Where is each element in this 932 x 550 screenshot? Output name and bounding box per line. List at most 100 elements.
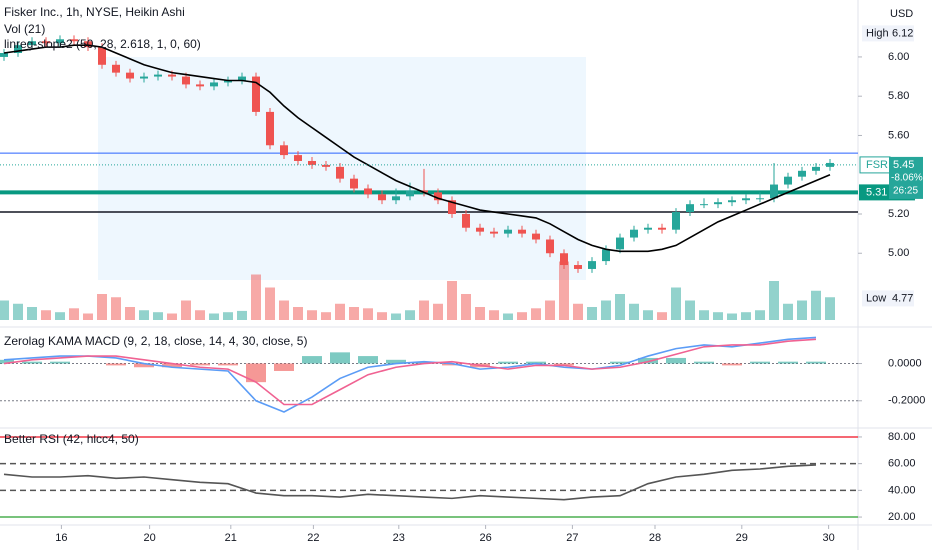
x-tick-label: 22: [307, 532, 319, 544]
candle-body: [602, 249, 610, 262]
candle-body: [280, 145, 288, 156]
pane-title: Zerolag KAMA MACD (9, 2, 18, close, 14, …: [4, 334, 307, 348]
candle-body: [196, 84, 204, 87]
marker-label: High: [866, 27, 889, 39]
histogram-bar: [610, 361, 630, 364]
x-tick-label: 27: [566, 532, 578, 544]
candle-body: [756, 198, 764, 200]
candle-body: [266, 111, 274, 146]
candle-body: [70, 39, 78, 42]
histogram-bar: [358, 356, 378, 364]
candle-body: [322, 164, 330, 167]
histogram-bar: [274, 363, 294, 371]
marker-tag: [862, 290, 914, 307]
candle-body: [630, 229, 638, 238]
volume-bar: [517, 312, 527, 320]
histogram-bar: [638, 357, 658, 364]
volume-bar: [447, 281, 457, 320]
volume-bar: [797, 300, 807, 320]
y-tick-label: -0.2000: [888, 395, 925, 407]
candle-body: [98, 47, 106, 65]
candle-body: [812, 166, 820, 171]
candle-body: [308, 160, 316, 165]
y-tick-label: 40.00: [888, 484, 916, 496]
histogram-bar: [218, 363, 238, 366]
volume-bar: [559, 261, 569, 320]
volume-bar: [335, 303, 345, 320]
y-tick-label: 5.60: [888, 129, 909, 141]
last-price: 5.45: [893, 159, 914, 171]
volume-bar: [727, 313, 737, 320]
volume-bar: [657, 312, 667, 320]
volume-bar: [489, 310, 499, 320]
candle-body: [672, 212, 680, 230]
volume-bar: [629, 303, 639, 320]
x-tick-label: 16: [55, 532, 67, 544]
marker-value: 4.77: [892, 292, 913, 304]
volume-bar: [755, 310, 765, 320]
volume-bar: [167, 313, 177, 320]
histogram-bar: [302, 356, 322, 364]
histogram-bar: [778, 361, 798, 364]
volume-bar: [587, 307, 597, 320]
candle-body: [574, 265, 582, 269]
volume-bar: [825, 297, 835, 320]
volume-bar: [531, 308, 541, 320]
countdown: 26:25: [893, 186, 918, 197]
volume-bar: [223, 312, 233, 320]
histogram-bar: [246, 363, 266, 383]
volume-bar: [671, 287, 681, 320]
candle-body: [686, 204, 694, 213]
candle-body: [392, 196, 400, 201]
volume-bar: [503, 313, 513, 320]
candle-body: [0, 53, 8, 57]
volume-bar: [363, 308, 373, 320]
y-tick-label: 20.00: [888, 511, 916, 523]
y-tick-label: 0.0000: [888, 357, 922, 369]
histogram-bar: [694, 361, 714, 364]
volume-bar: [0, 300, 9, 320]
candle-body: [168, 74, 176, 77]
volume-bar: [461, 294, 471, 320]
volume-bar: [153, 312, 163, 320]
candle-body: [154, 74, 162, 77]
candle-body: [294, 155, 302, 161]
volume-bar: [139, 310, 149, 320]
chart-title: Fisker Inc., 1h, NYSE, Heikin Ashi: [4, 5, 185, 19]
volume-bar: [405, 310, 415, 320]
volume-bar: [643, 310, 653, 320]
volume-bar: [41, 310, 51, 320]
candle-body: [126, 72, 134, 79]
candle-body: [532, 233, 540, 240]
candle-body: [518, 229, 526, 234]
candle-body: [42, 41, 50, 44]
volume-bar: [55, 312, 65, 320]
volume-bar: [27, 307, 37, 320]
marker-value: 6.12: [892, 27, 913, 39]
candle-body: [644, 227, 652, 230]
y-tick-label: 5.80: [888, 90, 909, 102]
candle-body: [826, 162, 834, 167]
histogram-bar: [162, 363, 182, 368]
volume-bar: [769, 281, 779, 320]
x-tick-label: 29: [736, 532, 748, 544]
candle-body: [210, 82, 218, 87]
histogram-bar: [134, 363, 154, 368]
marker-label: Low: [866, 292, 886, 304]
histogram-bar: [50, 361, 70, 364]
candle-body: [462, 213, 470, 228]
histogram-bar: [106, 363, 126, 366]
candle-body: [378, 194, 386, 201]
x-tick-label: 20: [143, 532, 155, 544]
y-tick-label: 80.00: [888, 431, 916, 443]
candle-body: [560, 253, 568, 266]
volume-bar: [573, 303, 583, 320]
candle-body: [658, 227, 666, 230]
candle-body: [420, 190, 428, 193]
candle-body: [182, 76, 190, 85]
candle-body: [546, 239, 554, 254]
histogram-bar: [750, 361, 770, 364]
y-tick-label: 60.00: [888, 458, 916, 470]
volume-bar: [321, 312, 331, 320]
